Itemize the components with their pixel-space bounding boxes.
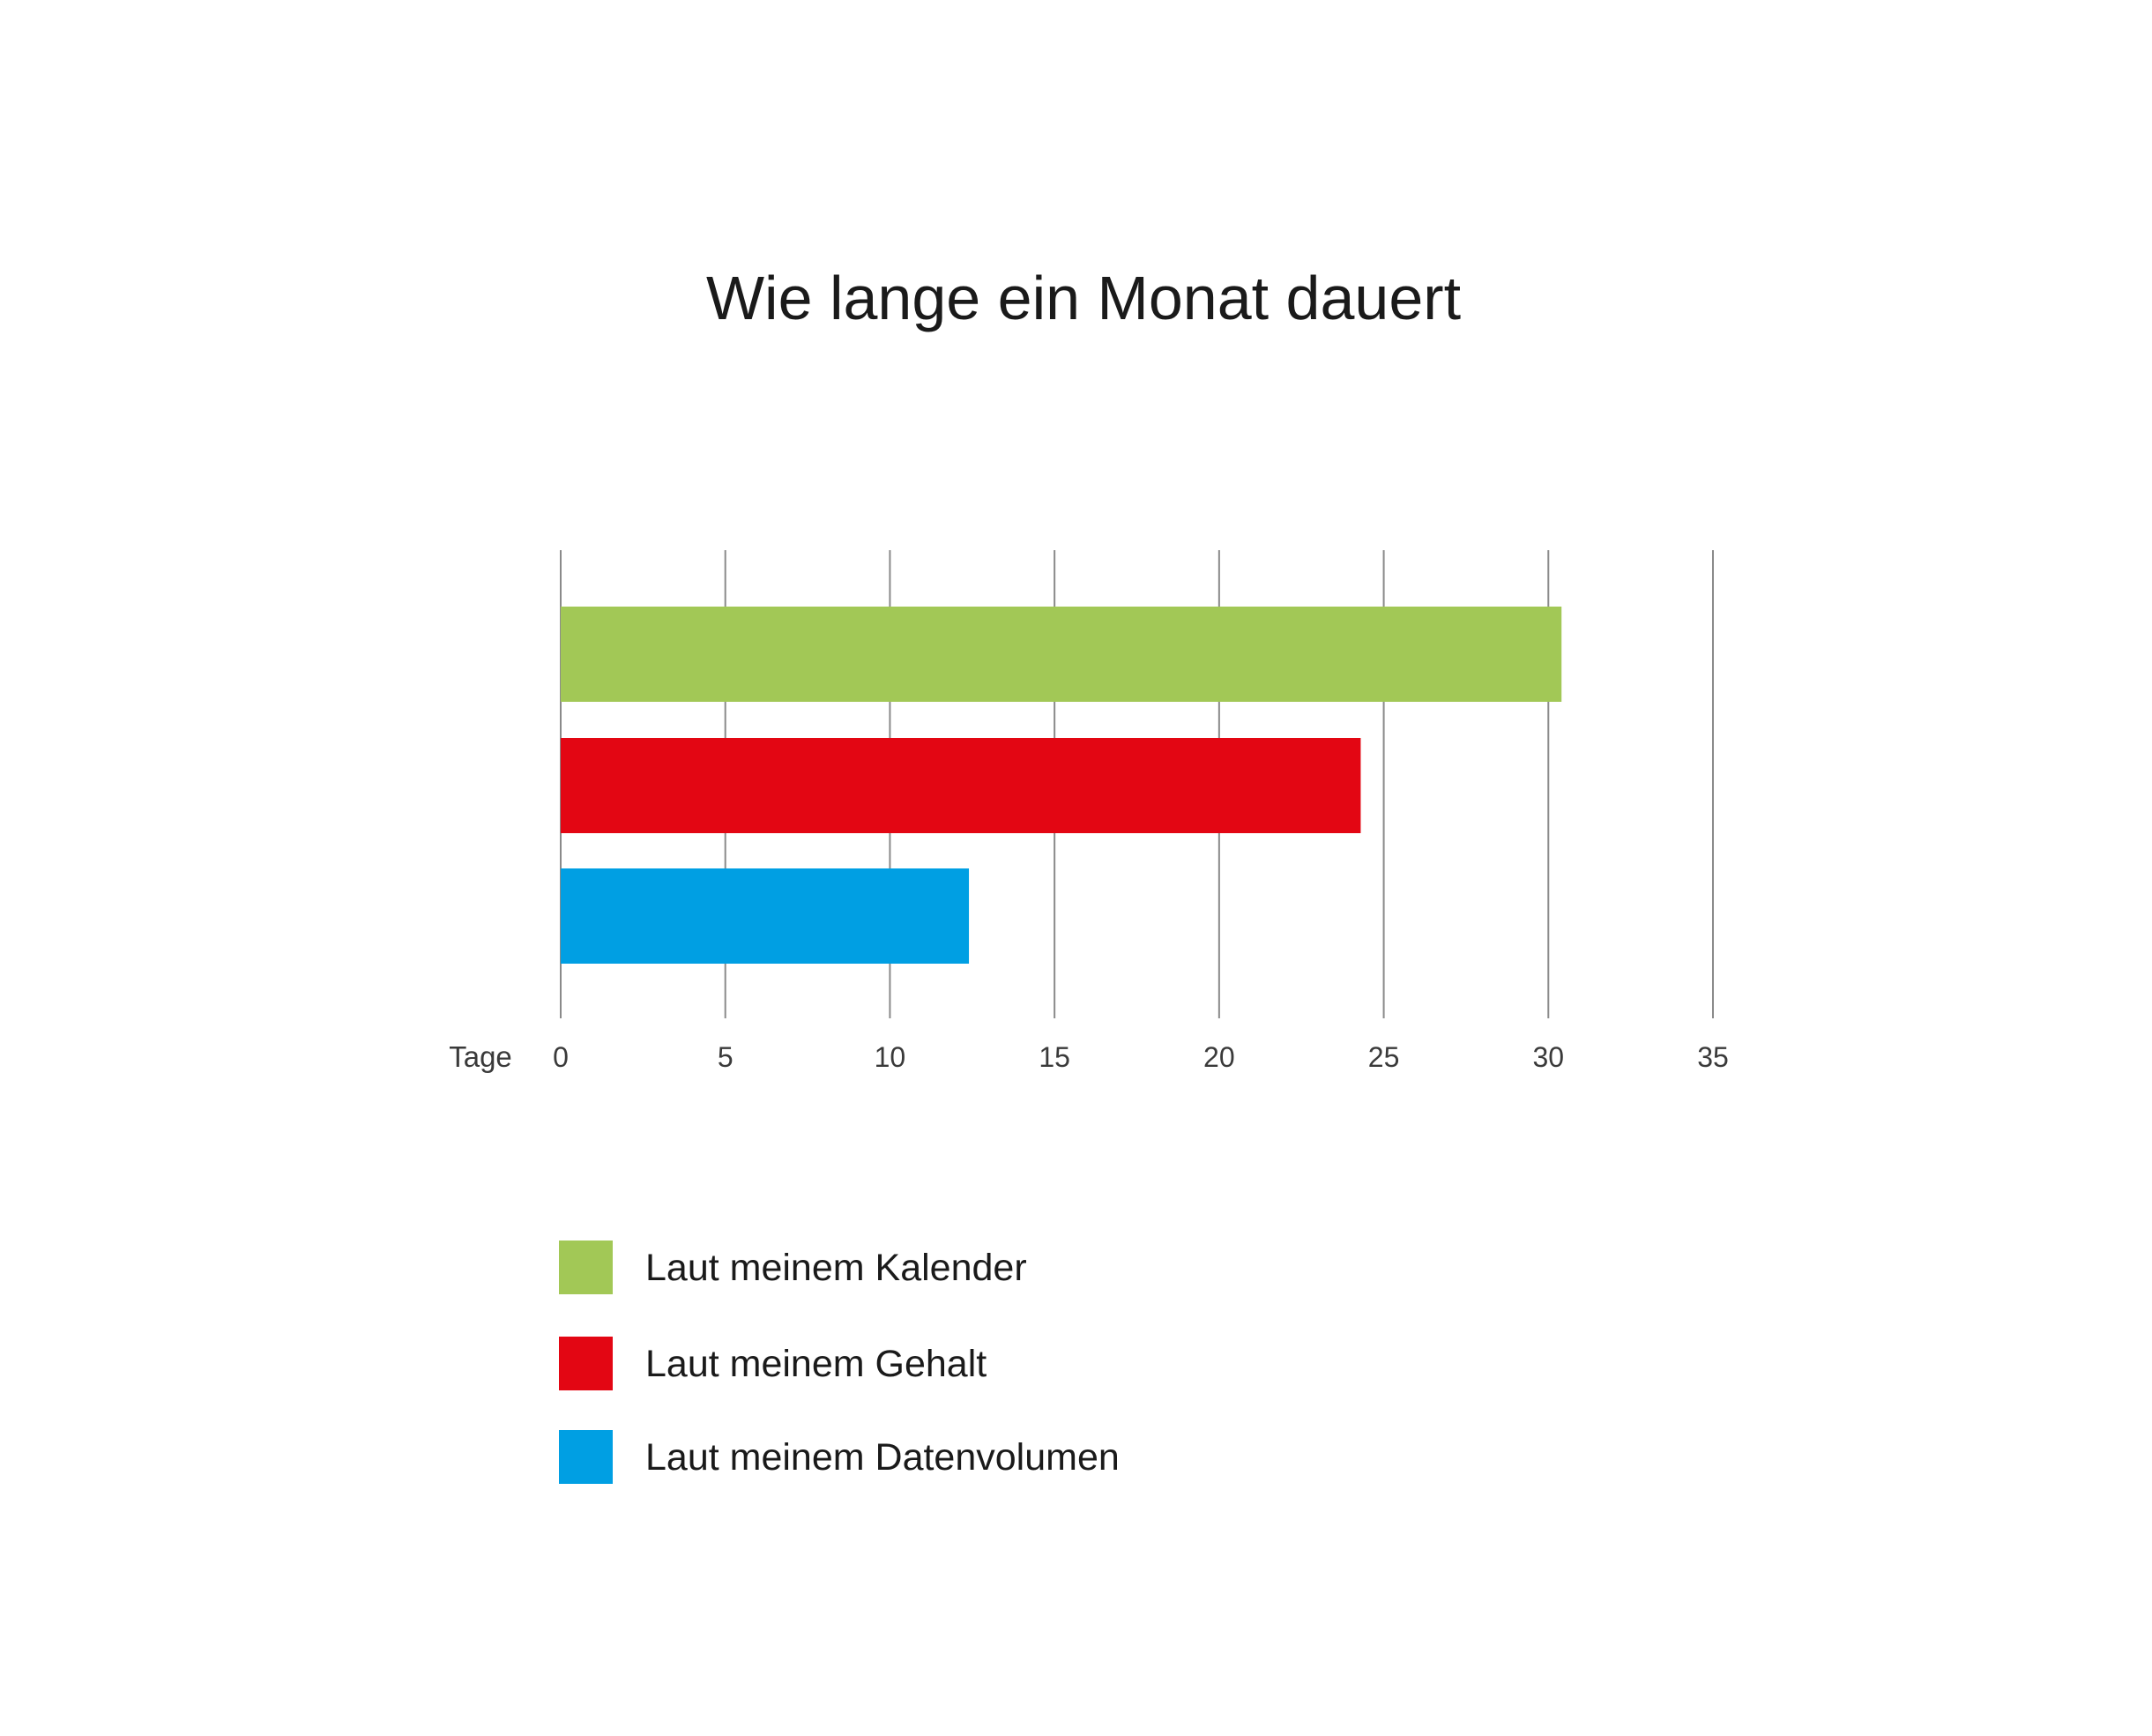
x-tick-label-10: 10	[875, 1041, 906, 1073]
x-tick-label-20: 20	[1203, 1041, 1235, 1073]
x-tick-label-25: 25	[1368, 1041, 1400, 1073]
bar-1	[561, 607, 1562, 702]
x-tick-label-5: 5	[718, 1041, 733, 1073]
chart-title: Wie lange ein Monat dauert	[706, 264, 1461, 332]
x-tick-label-0: 0	[553, 1041, 569, 1073]
legend-label-1: Laut meinem Kalender	[645, 1247, 1027, 1289]
x-tick-label-35: 35	[1697, 1041, 1729, 1073]
x-tick-label-30: 30	[1532, 1041, 1564, 1073]
x-tick-label-15: 15	[1039, 1041, 1070, 1073]
legend-label-3: Laut meinem Datenvolumen	[645, 1436, 1120, 1479]
legend-swatch-3	[559, 1430, 613, 1484]
legend-swatch-2	[559, 1337, 613, 1390]
bar-3	[561, 868, 970, 964]
legend-swatch-1	[559, 1241, 613, 1294]
bar-2	[561, 738, 1361, 833]
x-axis-label: Tage	[449, 1040, 512, 1073]
bars	[561, 607, 1562, 964]
x-axis-ticks: 0 5 10 15 20 25 30 35	[553, 1041, 1729, 1073]
legend-label-2: Laut meinem Gehalt	[645, 1343, 987, 1385]
legend: Laut meinem Kalender Laut meinem Gehalt La…	[559, 1241, 1120, 1484]
